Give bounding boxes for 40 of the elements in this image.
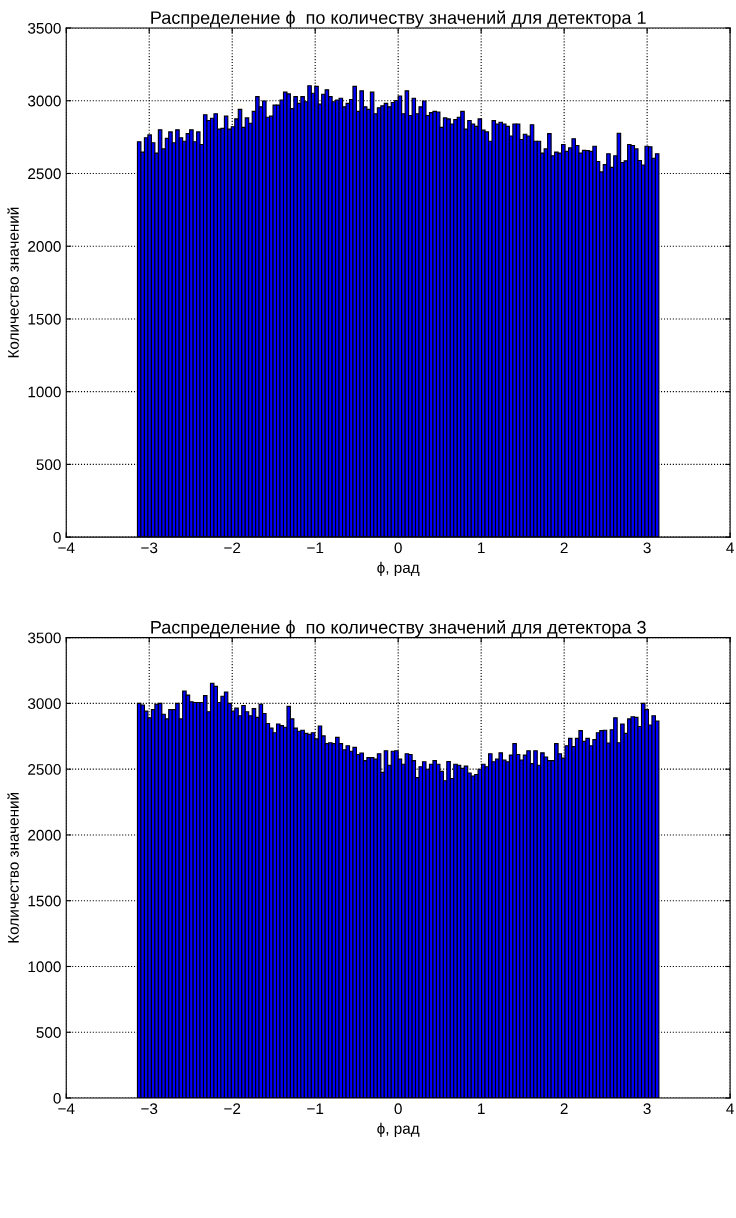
chart-title: Распределение ϕ по количеству значений для детектора 3 bbox=[151, 620, 646, 638]
x-tick-label: −4 bbox=[58, 542, 75, 554]
x-tick-label: −2 bbox=[224, 542, 241, 554]
y-tick-label: 1500 bbox=[28, 313, 61, 325]
x-tick-label: −1 bbox=[307, 1103, 324, 1114]
x-tick-label: 2 bbox=[560, 542, 568, 554]
x-tick-label: −4 bbox=[58, 1103, 75, 1114]
x-axis-title: ϕ, рад bbox=[377, 1122, 420, 1137]
x-tick-label: 3 bbox=[643, 1103, 651, 1115]
x-tick-label: 1 bbox=[478, 542, 485, 554]
x-tick-label: 1 bbox=[478, 1103, 485, 1114]
x-tick-label: −3 bbox=[141, 1103, 158, 1115]
y-tick-label: 1500 bbox=[28, 895, 61, 907]
chart-title: Распределение ϕ по количеству значений для детектора 1 bbox=[151, 10, 646, 28]
x-tick-label: −3 bbox=[141, 542, 158, 554]
y-axis-title: Количество значений bbox=[7, 207, 19, 358]
y-tick-label: 1000 bbox=[28, 961, 61, 973]
y-tick-label: 0 bbox=[53, 532, 61, 543]
y-tick-label: 3500 bbox=[27, 22, 61, 34]
y-tick-label: 2000 bbox=[28, 829, 61, 841]
y-tick-label: 1000 bbox=[28, 386, 61, 398]
x-tick-label: 4 bbox=[726, 542, 734, 554]
x-axis-title: ϕ, рад bbox=[377, 561, 420, 577]
y-tick-label: 3000 bbox=[27, 698, 61, 710]
y-axis-title: Количество значений bbox=[7, 792, 19, 943]
x-tick-label: −1 bbox=[307, 542, 324, 554]
x-tick-label: 0 bbox=[394, 1103, 402, 1115]
y-tick-label: 500 bbox=[36, 459, 61, 471]
x-tick-label: 2 bbox=[560, 1103, 568, 1114]
y-tick-label: 2500 bbox=[28, 168, 61, 180]
y-tick-label: 0 bbox=[53, 1092, 61, 1104]
x-tick-label: 0 bbox=[394, 542, 402, 554]
y-tick-label: 3500 bbox=[27, 632, 61, 644]
y-tick-label: 2000 bbox=[28, 241, 61, 252]
x-tick-label: −2 bbox=[224, 1103, 241, 1114]
y-tick-label: 500 bbox=[36, 1027, 61, 1038]
x-tick-label: 3 bbox=[643, 542, 651, 554]
x-tick-label: 4 bbox=[726, 1103, 734, 1114]
y-tick-label: 3000 bbox=[27, 95, 61, 107]
y-tick-label: 2500 bbox=[28, 764, 61, 775]
